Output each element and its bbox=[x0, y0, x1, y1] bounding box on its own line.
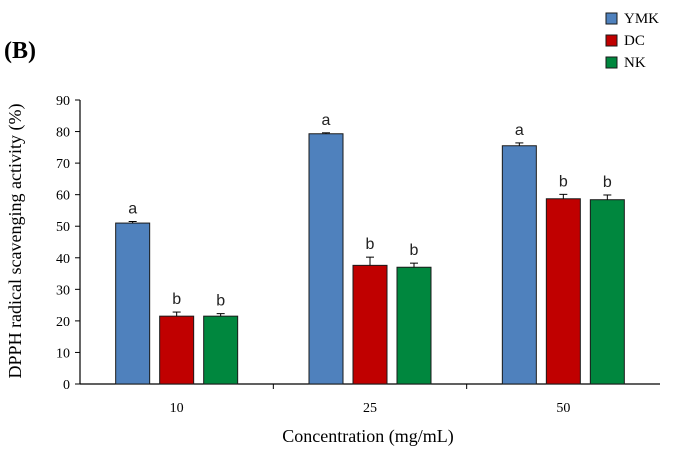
legend-label-dc: DC bbox=[624, 33, 645, 49]
bar-dc bbox=[352, 264, 388, 385]
significance-label: b bbox=[366, 236, 375, 253]
y-axis-title: DPPH radical scavenging activity (%) bbox=[5, 104, 26, 379]
y-tick-label: 50 bbox=[56, 220, 70, 235]
y-tick-label: 10 bbox=[56, 346, 70, 361]
x-tick-label: 25 bbox=[363, 401, 377, 416]
legend-swatch-nk bbox=[605, 56, 618, 69]
y-tick-label: 60 bbox=[56, 189, 70, 204]
significance-label: a bbox=[322, 112, 331, 129]
bar-ymk bbox=[501, 145, 537, 385]
significance-label: b bbox=[603, 174, 612, 191]
y-tick-label: 90 bbox=[56, 94, 70, 109]
significance-label: a bbox=[128, 200, 137, 217]
x-axis-title: Concentration (mg/mL) bbox=[282, 426, 453, 447]
significance-label: a bbox=[515, 122, 524, 139]
legend-swatch-ymk bbox=[605, 12, 618, 25]
bar-nk bbox=[589, 199, 625, 385]
significance-label: b bbox=[410, 242, 419, 259]
bar-ymk bbox=[308, 133, 344, 385]
significance-label: b bbox=[559, 173, 568, 190]
y-tick-label: 80 bbox=[56, 126, 70, 141]
legend: YMK DC NK bbox=[605, 11, 659, 71]
y-tick-label: 70 bbox=[56, 157, 70, 172]
legend-label-nk: NK bbox=[624, 55, 646, 71]
y-tick-label: 0 bbox=[63, 378, 70, 393]
bar-dc bbox=[159, 315, 195, 385]
legend-swatch-dc bbox=[605, 34, 618, 47]
bar-nk bbox=[396, 266, 432, 385]
y-tick-label: 40 bbox=[56, 252, 70, 267]
bar-ymk bbox=[115, 222, 151, 385]
legend-label-ymk: YMK bbox=[624, 11, 659, 27]
x-tick-label: 50 bbox=[556, 401, 570, 416]
y-tick-label: 20 bbox=[56, 315, 70, 330]
panel-label: (B) bbox=[4, 38, 36, 64]
bar-dc bbox=[545, 198, 581, 385]
plot-area: 0 10 20 30 40 50 60 70 80 90 10 25 50 a a a b b b b b b bbox=[56, 94, 660, 416]
significance-label: b bbox=[216, 293, 225, 310]
significance-label: b bbox=[172, 291, 181, 308]
x-tick-label: 10 bbox=[170, 401, 184, 416]
y-tick-label: 30 bbox=[56, 283, 70, 298]
bar-nk bbox=[203, 315, 239, 385]
